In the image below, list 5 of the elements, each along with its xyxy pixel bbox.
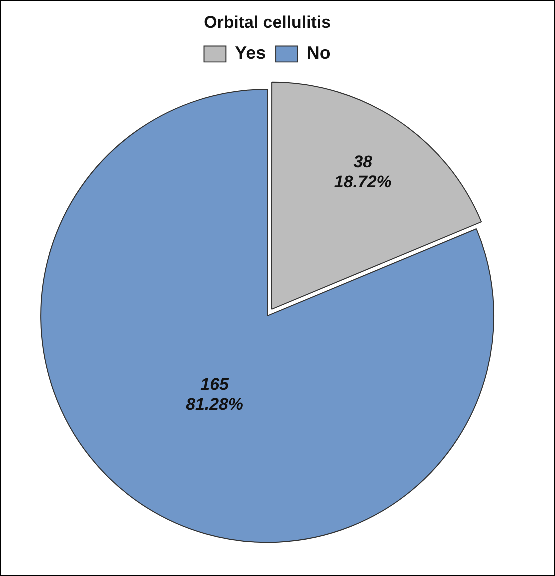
legend-title: Orbital cellulitis xyxy=(204,13,332,32)
legend-label: No xyxy=(306,43,331,64)
legend-label: Yes xyxy=(235,43,266,64)
data-label: 165 81.28% xyxy=(186,374,244,414)
data-label: 38 18.72% xyxy=(334,152,392,192)
